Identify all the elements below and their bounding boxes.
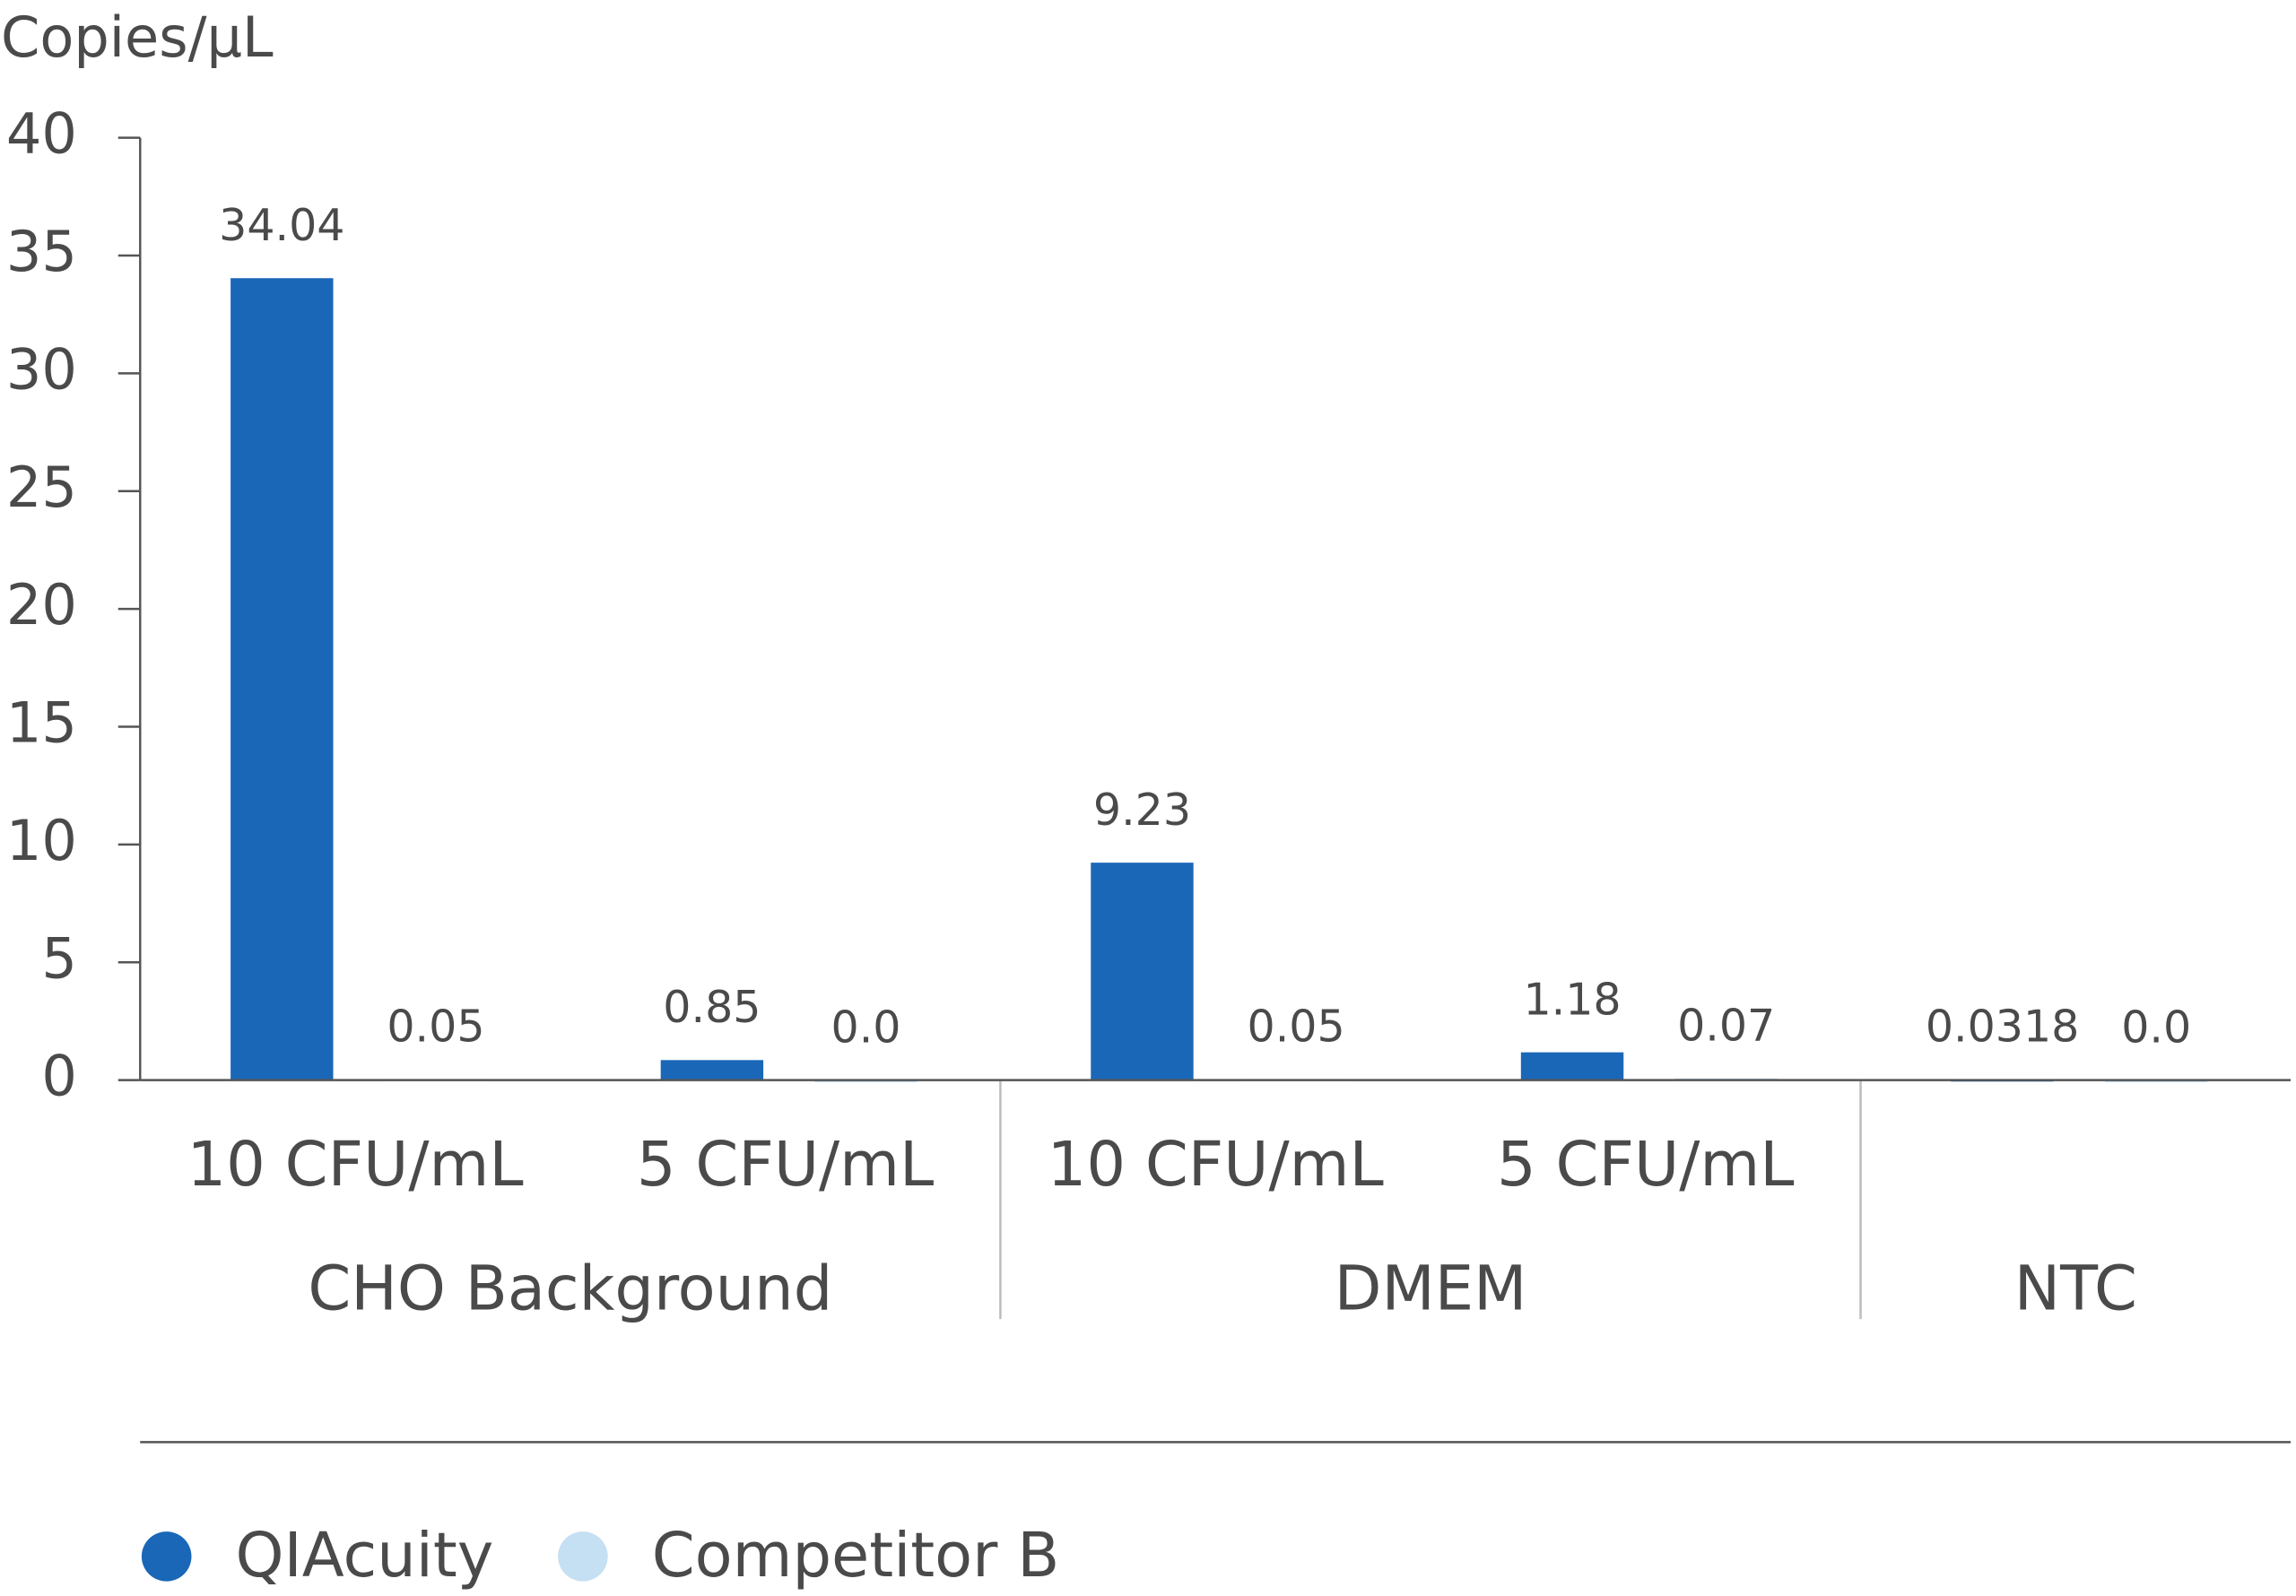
y-tick-label: 40 [6,101,77,167]
legend-label: QIAcuity [236,1520,494,1592]
legend-label: Competitor B [652,1520,1060,1592]
value-label: 1.18 [1523,974,1621,1026]
value-label: 34.04 [219,199,344,251]
y-tick-label: 0 [41,1044,77,1109]
value-label: 0.0318 [1926,1001,2080,1053]
x-tick-label: 10 CFU/mL [187,1129,524,1201]
value-label: 0.05 [1248,1000,1345,1052]
x-tick-label: 10 CFU/mL [1048,1129,1384,1201]
legend-marker [141,1531,192,1582]
group-label: CHO Background [308,1253,832,1325]
value-label: 0.85 [663,981,761,1033]
legend-marker [558,1531,608,1582]
y-tick-label: 35 [6,219,77,284]
group-label: DMEM [1335,1253,1527,1325]
value-label: 9.23 [1093,784,1191,836]
value-label: 0.0 [831,1002,901,1054]
y-tick-label: 25 [6,455,77,520]
x-tick-label: 5 CFU/mL [637,1129,934,1201]
y-tick-label: 15 [6,690,77,756]
y-tick-label: 20 [6,572,77,638]
bar [1520,1052,1624,1080]
y-tick-label: 30 [6,336,77,402]
bar [230,278,334,1080]
y-axis-label: Copies/μL [1,4,274,70]
value-label: 0.0 [2121,1002,2191,1054]
value-label: 0.05 [387,1000,484,1052]
y-tick-label: 10 [6,808,77,873]
bar [660,1060,764,1080]
value-label: 0.07 [1677,1000,1775,1052]
x-tick-label: 5 CFU/mL [1497,1129,1794,1201]
group-label: NTC [2014,1253,2137,1325]
bar [1091,863,1194,1080]
y-tick-label: 5 [41,925,77,991]
